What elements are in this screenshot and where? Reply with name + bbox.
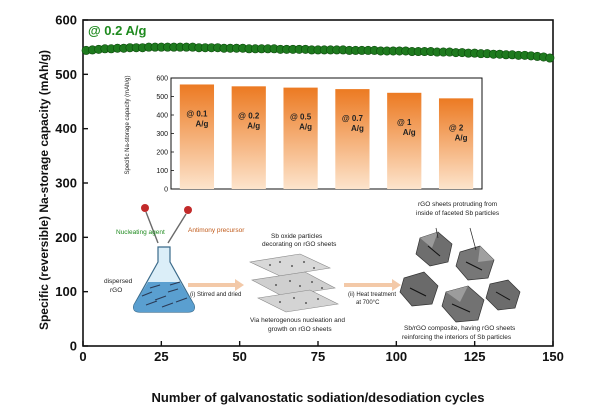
- x-tick-label: 125: [464, 349, 486, 364]
- composite-label: Sb/rGO composite, having rGO sheets: [404, 325, 516, 332]
- sb-oxide-label-2: decorating on rGO sheets: [262, 241, 337, 248]
- step-2-label-2: at 700°C: [356, 300, 380, 306]
- dispersed-rgo-label-2: rGO: [110, 287, 122, 294]
- inset-bar: [387, 92, 422, 189]
- y-tick-label: 600: [55, 13, 77, 28]
- y-tick-label: 500: [55, 67, 77, 82]
- sb-particles-illustration: rGO sheets protruding from inside of fac…: [399, 201, 521, 341]
- inset-y-tick-label: 600: [156, 76, 168, 83]
- inset-bar-label: @ 0.5 A/g: [290, 113, 312, 132]
- rgo-sheets-illustration: Sb oxide particles decorating on rGO she…: [248, 233, 345, 333]
- x-tick-label: 100: [385, 349, 407, 364]
- rate-annotation: @ 0.2 A/g: [88, 23, 146, 38]
- inset-y-tick-label: 200: [156, 150, 168, 157]
- via-label: Via heterogenous nucleation and: [250, 317, 345, 324]
- x-axis-title: Number of galvanostatic sodiation/desodi…: [151, 390, 484, 405]
- inset-bar-label: @ 1 A/g: [397, 118, 416, 137]
- inset-bar-label: @ 0.7 A/g: [342, 114, 364, 133]
- inset-y-tick-label: 300: [156, 131, 168, 138]
- y-tick-label: 300: [55, 176, 77, 191]
- inset-y-tick-label: 100: [156, 168, 168, 175]
- flask-illustration: Nucleating agent Antimony precursor disp…: [104, 204, 245, 313]
- inset-bar-label: @ 2 A/g: [449, 123, 468, 142]
- capacity-point: [545, 53, 555, 63]
- y-tick-label: 400: [55, 121, 77, 136]
- inset-y-tick-label: 400: [156, 113, 168, 120]
- nucleating-agent-label: Nucleating agent: [116, 229, 165, 236]
- x-tick-label: 75: [311, 349, 325, 364]
- y-tick-label: 0: [70, 339, 77, 354]
- x-tick-label: 50: [232, 349, 246, 364]
- inset-bar: [231, 86, 266, 189]
- inset-y-axis-title: Specific Na-storage capacity (mAh/g): [125, 75, 131, 174]
- protruding-label: rGO sheets protruding from: [418, 201, 497, 208]
- y-axis-title: Specific (reversible) Na-storage capacit…: [37, 50, 51, 330]
- composite-label-2: reinforcing the interiors of Sb particle…: [402, 334, 512, 341]
- process-arrow-2: (ii) Heat treatment at 700°C: [344, 279, 401, 306]
- antimony-precursor-label: Antimony precursor: [188, 227, 245, 234]
- inset-bar-label: @ 0.1 A/g: [186, 109, 208, 128]
- x-tick-label: 150: [542, 349, 564, 364]
- inset-bar: [335, 89, 370, 189]
- step-2-label: (ii) Heat treatment: [348, 292, 396, 298]
- x-tick-label: 25: [154, 349, 168, 364]
- y-tick-label: 100: [55, 284, 77, 299]
- synthesis-schematic: Nucleating agent Antimony precursor disp…: [104, 201, 521, 341]
- inset-y-tick-label: 0: [164, 187, 168, 194]
- sb-oxide-label: Sb oxide particles: [271, 233, 323, 240]
- inset-bar: [283, 87, 318, 189]
- process-arrow-1: (i) Stirred and dried: [188, 279, 244, 298]
- x-tick-label: 0: [79, 349, 86, 364]
- dispersed-rgo-label: dispersed: [104, 278, 133, 285]
- inset-bar: [438, 98, 474, 189]
- step-1-label: (i) Stirred and dried: [190, 292, 241, 298]
- main-chart: 0 100 200 300 400 500 600 0 25 50 75 100 125 150: [55, 13, 564, 365]
- inset-bar-chart: 0 100 200 300 400 500 600 @ 0.1 A/g @ 0.2 A/g @ 0.5…: [145, 62, 492, 199]
- inset-bar-label: @ 0.2 A/g: [238, 111, 260, 130]
- inset-y-tick-label: 500: [156, 94, 168, 101]
- protruding-label-2: inside of faceted Sb particles: [416, 210, 500, 217]
- inset-bar: [179, 84, 215, 189]
- y-tick-label: 200: [55, 230, 77, 245]
- via-label-2: growth on rGO sheets: [268, 326, 332, 333]
